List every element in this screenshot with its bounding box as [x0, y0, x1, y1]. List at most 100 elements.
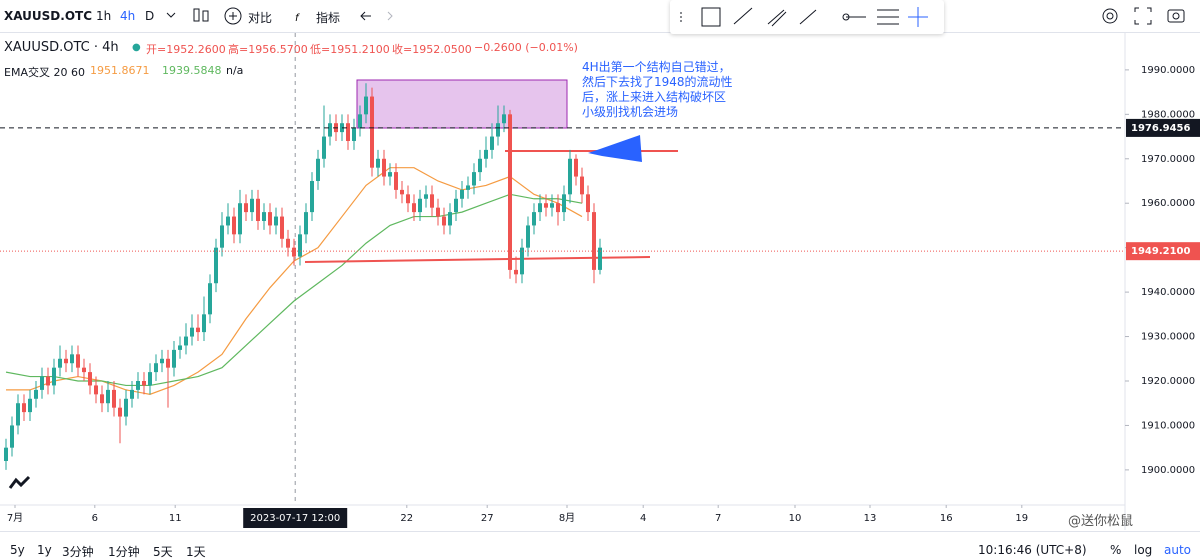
legend-change: −0.2600 (−0.01%) — [474, 41, 578, 54]
y-tick-label: 1900.0000 — [1141, 465, 1195, 476]
candle-body — [304, 212, 308, 235]
candle-body — [142, 381, 146, 386]
range[interactable]: 5y — [10, 543, 25, 557]
candle-body — [160, 358, 164, 364]
option[interactable]: log — [1134, 543, 1153, 557]
option[interactable]: % — [1110, 543, 1122, 557]
candle-body — [280, 216, 284, 239]
candle-body — [292, 247, 296, 257]
candle-body — [406, 194, 410, 204]
candle-body — [88, 372, 92, 386]
annotation: 4H出第一个结构自己错过， 然后下去找了1948的流动性 后，涨上来进入结构破坏… — [582, 60, 733, 120]
candle-body — [496, 123, 500, 137]
candle-body — [256, 198, 260, 221]
candle-body — [106, 389, 110, 404]
candle-body — [82, 367, 86, 373]
y-tick-label: 1970.0000 — [1141, 154, 1195, 165]
candle-body — [526, 225, 530, 248]
candle-body — [10, 425, 14, 448]
candle-body — [202, 314, 206, 333]
range[interactable]: 1y — [37, 543, 52, 557]
x-tick-label: 16 — [940, 513, 953, 524]
legend-low: 低=1951.2100 — [310, 43, 390, 56]
candle-body — [64, 358, 68, 364]
interval[interactable]: D — [145, 9, 155, 23]
candle-body — [346, 123, 350, 141]
compare-button[interactable]: 对比 — [248, 11, 273, 25]
y-tick-label: 1920.0000 — [1141, 376, 1195, 387]
drawing-toolbar — [670, 0, 944, 34]
option[interactable]: auto — [1164, 543, 1192, 557]
range[interactable]: 1分钟 — [108, 545, 140, 559]
candle-body — [532, 212, 536, 226]
candle-body — [298, 234, 302, 257]
x-tick-label: 4 — [640, 513, 646, 524]
candle-body — [172, 349, 176, 368]
crosshair-label: 2023-07-17 12:00 — [250, 513, 340, 524]
candle-body — [550, 203, 554, 208]
candle-body — [478, 158, 482, 173]
candle-body — [52, 367, 56, 386]
candle-body — [562, 194, 566, 213]
candle-body — [268, 212, 272, 226]
y-tick-label: 1990.0000 — [1141, 65, 1195, 76]
y-tick-label: 1980.0000 — [1141, 109, 1195, 120]
candle-body — [430, 194, 434, 208]
candle-body — [148, 372, 152, 386]
candle-body — [310, 181, 314, 213]
price-label-bg — [1126, 242, 1200, 261]
x-tick-label: 10 — [789, 513, 802, 524]
interval[interactable]: 4h — [120, 9, 136, 23]
chart: 1900.0000 1910.0000 1920.0000 1930.0000 1940… — [0, 33, 1200, 530]
legend-title: XAUUSD.OTC · 4h — [4, 40, 119, 55]
symbol[interactable]: XAUUSD.OTC — [4, 9, 93, 23]
candle-body — [322, 136, 326, 159]
candle-body — [436, 207, 440, 217]
candle-body — [556, 203, 560, 213]
candle-body — [58, 358, 62, 368]
annotation-line: 小级别找机会进场 — [582, 105, 679, 119]
range[interactable]: 1天 — [186, 545, 206, 559]
candle-body — [508, 114, 512, 270]
indicators-button[interactable]: 指标 — [316, 11, 341, 25]
candle-body — [544, 203, 548, 208]
candle-body — [400, 189, 404, 195]
top-toolbar: XAUUSD.OTC 1h 4h D f 对比 指标 — [0, 0, 1200, 34]
candle-body — [592, 212, 596, 270]
interval[interactable]: 1h — [96, 9, 112, 23]
annotation-line: 后，涨上来进入结构破坏区 — [582, 90, 727, 104]
candle-body — [22, 403, 26, 413]
candle-body — [40, 376, 44, 390]
range[interactable]: 3分钟 — [62, 545, 94, 559]
x-tick-label: 7 — [715, 513, 721, 524]
ema-value: 1939.5848 — [162, 64, 222, 77]
candle-body — [580, 176, 584, 195]
range[interactable]: 5天 — [153, 545, 173, 559]
candle-body — [328, 123, 332, 137]
candle-body — [442, 216, 446, 226]
candle-body — [502, 114, 506, 124]
annotation-line: 4H出第一个结构自己错过， — [582, 60, 731, 74]
candle-body — [520, 247, 524, 275]
candle-body — [196, 327, 200, 333]
candle-body — [586, 194, 590, 213]
candle-body — [598, 247, 602, 270]
candle-body — [454, 198, 458, 213]
candle-body — [178, 345, 182, 350]
candle-body — [94, 385, 98, 395]
price-label-bg — [1126, 118, 1200, 137]
candle-body — [16, 403, 20, 426]
candle-body — [244, 203, 248, 213]
candle-body — [190, 327, 194, 337]
candle-body — [262, 212, 266, 221]
candle-body — [274, 216, 278, 226]
candle-body — [574, 158, 578, 177]
candle-body — [316, 158, 320, 181]
candle-body — [394, 172, 398, 190]
price-label: 1949.2100 — [1131, 246, 1191, 257]
x-tick-label: 22 — [400, 513, 413, 524]
candle-body — [238, 203, 242, 235]
candle-body — [424, 194, 428, 199]
candle-body — [220, 225, 224, 248]
